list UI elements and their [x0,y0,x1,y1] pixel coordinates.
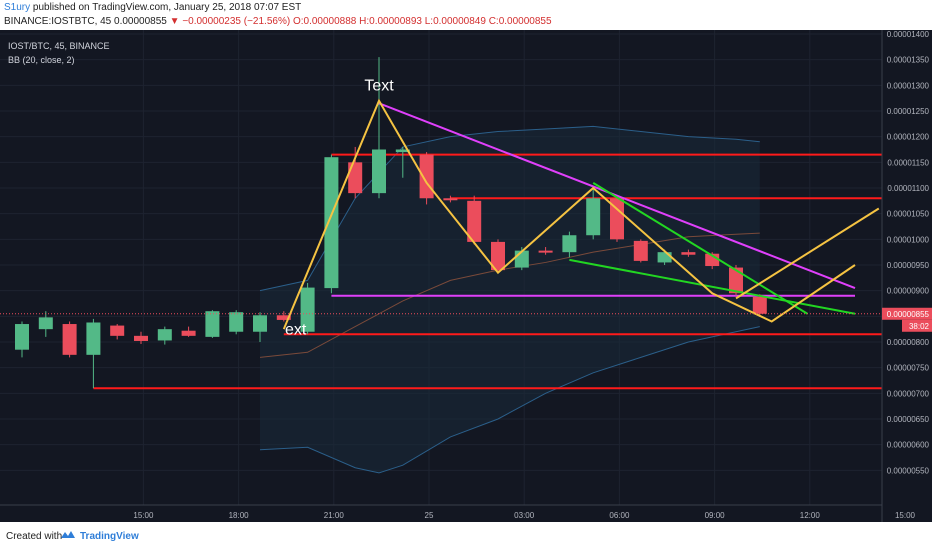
candle-body [86,322,101,355]
candle-body [134,335,148,341]
last-price-tag [882,307,932,320]
bollinger-fill [260,126,760,473]
y-tick-label: 0.00000700 [887,389,930,398]
chart-panel[interactable]: Text ext 0.00001400 0.00001350 0.00001300 0.… [0,30,932,522]
candle-body [276,315,291,320]
countdown-tag [902,319,932,332]
x-tick-label: 15:00 [133,511,154,520]
candle-body [300,287,315,332]
y-tick-label: 0.00001300 [887,81,930,90]
candle-body [372,149,386,194]
candle-body [681,252,696,255]
y-tick-label: 0.00001250 [887,107,930,116]
y-tick-label: 0.00000750 [887,364,930,373]
publish-header: S1ury published on TradingView.com, Janu… [0,0,932,30]
symbol-quote: BINANCE:IOSTBTC, 45 0.00000855 ▼ −0.0000… [4,16,552,27]
y-tick-label: 0.00001000 [887,235,930,244]
x-tick-label: 21:00 [324,511,345,520]
legend-indicator: BB (20, close, 2) [8,55,75,65]
text-annotation: ext [285,321,307,338]
candle-body [62,324,77,355]
y-tick-label: 0.00000800 [887,338,930,347]
publish-info: S1ury published on TradingView.com, Janu… [4,2,301,13]
candle-body [15,324,29,350]
candle-body [729,267,743,294]
trend-line [378,102,856,290]
price-axis-bg [882,30,932,522]
text-annotation: Text [364,77,394,94]
candle-body [205,311,220,337]
y-tick-label: 0.00000650 [887,415,930,424]
tradingview-brand[interactable]: TradingView [80,531,139,542]
candle-body [443,198,458,201]
footer: Created with TradingView [0,522,932,550]
legend-pair: IOST/BTC, 45, BINANCE [8,41,110,51]
x-tick-label: 25 [425,511,434,520]
candle-body [395,149,410,153]
candle-body [752,296,767,314]
last-price-label: 0.00000855 [887,310,930,319]
y-tick-label: 0.00000900 [887,287,930,296]
y-tick-label: 0.00000600 [887,441,930,450]
candle-body [610,198,624,240]
ohlc-values: O:0.00000888 H:0.00000893 L:0.00000849 C… [292,16,552,27]
zigzag-line [282,98,856,330]
x-tick-label: 03:00 [514,511,535,520]
candle-body [38,317,53,330]
zigzag-line [735,207,880,300]
symbol-line: BINANCE:IOSTBTC, 45 0.00000855 [4,16,167,27]
y-tick-label: 0.00001150 [887,158,929,167]
candle-body [229,312,244,332]
candle-body [253,315,267,332]
y-tick-label: 0.00001350 [887,56,930,65]
x-tick-label: 06:00 [609,511,630,520]
candle-body [181,330,196,336]
candle-body [491,241,505,271]
tradingview-logo-icon [60,529,76,541]
wedge-line [592,182,808,315]
x-tick-label: 12:00 [800,511,821,520]
candle-body [657,252,672,263]
bollinger-lower [259,326,760,474]
y-tick-label: 0.00001100 [887,184,929,193]
y-tick-label: 0.00001400 [887,30,930,39]
candle-body [324,157,339,289]
candle-body [538,250,553,253]
price-change: ▼ −0.00000235 (−21.56%) [169,16,291,27]
candle-body [467,200,482,242]
candle-body [633,240,648,261]
candle-body [586,198,601,236]
x-tick-label: 18:00 [229,511,250,520]
candle-body [419,154,434,199]
x-tick-label: 15:00 [895,511,916,520]
y-tick-label: 0.00000550 [887,466,930,475]
candle-body [562,235,577,253]
author-link[interactable]: S1ury [4,2,31,13]
y-tick-label: 0.00000950 [887,261,930,270]
candle-body [514,250,529,268]
candle-body [110,325,125,336]
y-tick-label: 0.00001050 [887,210,930,219]
created-with-label: Created with [6,531,63,542]
y-tick-label: 0.00001200 [887,133,930,142]
wedge-line [569,258,856,315]
candle-body [348,162,363,194]
countdown-label: 38:02 [909,322,930,331]
x-tick-label: 09:00 [705,511,726,520]
candle-body [157,329,172,341]
price-chart[interactable]: Text ext 0.00001400 0.00001350 0.00001300 0.… [0,30,932,522]
bollinger-upper [259,125,760,292]
publish-text: published on TradingView.com, January 25… [32,2,302,13]
